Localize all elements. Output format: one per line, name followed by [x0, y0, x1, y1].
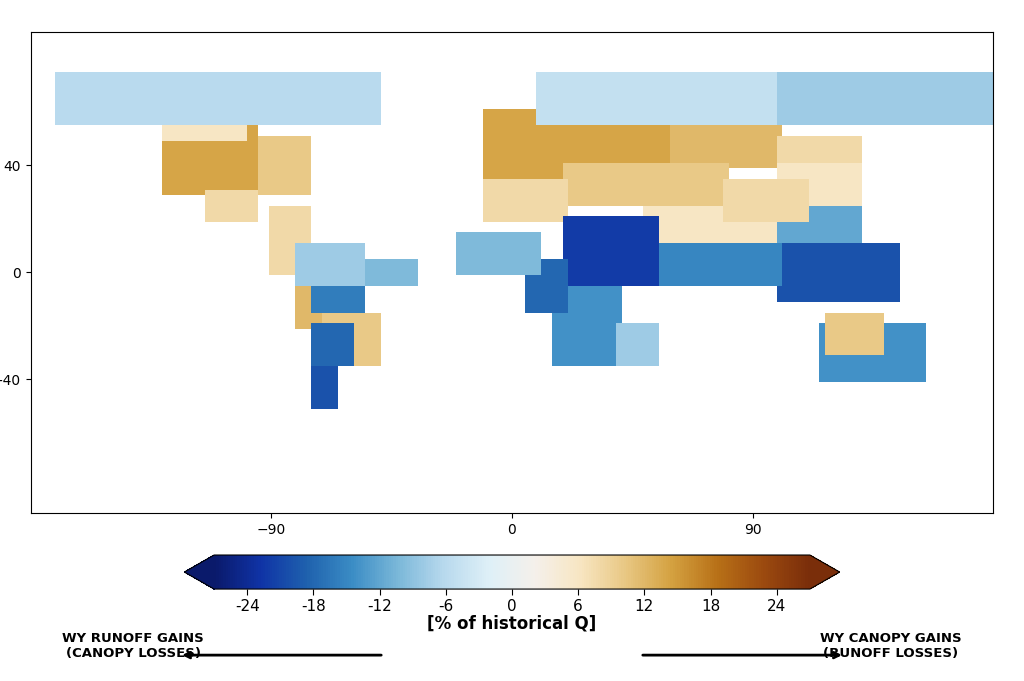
Text: WY CANOPY GAINS: WY CANOPY GAINS	[820, 632, 962, 646]
PathPatch shape	[810, 555, 840, 589]
Text: WY RUNOFF GAINS: WY RUNOFF GAINS	[62, 632, 204, 646]
Text: (RUNOFF LOSSES): (RUNOFF LOSSES)	[823, 647, 958, 661]
Text: (CANOPY LOSSES): (CANOPY LOSSES)	[66, 647, 201, 661]
Text: [% of historical Q]: [% of historical Q]	[427, 614, 597, 632]
PathPatch shape	[184, 555, 214, 589]
